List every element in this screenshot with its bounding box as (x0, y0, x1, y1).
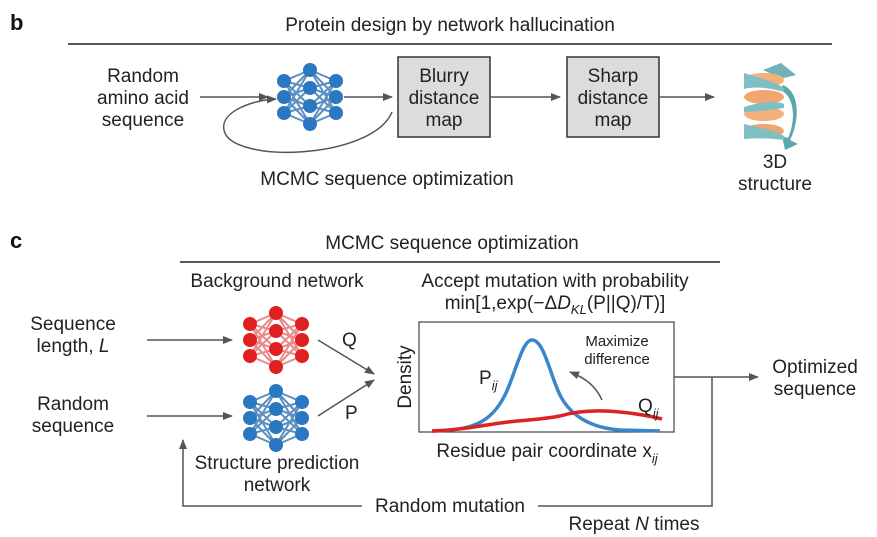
density-axis-label: Density (395, 345, 416, 409)
svg-text:Random: Random (37, 394, 109, 415)
random-mutation-label-bg (362, 494, 538, 518)
svg-text:sequence: sequence (102, 110, 184, 131)
svg-text:Sharp: Sharp (588, 66, 639, 87)
background-network-icon (243, 306, 309, 374)
panel-b-input-label: Random amino acid sequence (97, 66, 189, 131)
mcmc-loop-arrow (223, 95, 393, 154)
random-mutation-label: Random mutation (375, 496, 525, 517)
panel-b-title: Protein design by network hallucination (285, 15, 615, 36)
svg-text:structure: structure (738, 174, 812, 195)
repeat-n-times-label: Repeat N times (569, 514, 700, 535)
background-network-label: Background network (190, 271, 364, 292)
structure-prediction-network-label: Structure prediction network (195, 453, 360, 496)
svg-text:Blurry: Blurry (419, 66, 469, 87)
q-curve-label: Qij (638, 396, 660, 421)
neural-network-icon (277, 63, 343, 131)
panel-b-label: b (10, 10, 23, 35)
blurry-distance-map-box (397, 56, 491, 138)
p-curve-label: Pij (479, 368, 499, 393)
accept-mutation-label: Accept mutation with probability (421, 271, 689, 292)
panel-c-title: MCMC sequence optimization (325, 233, 578, 254)
maximize-difference-arrow (569, 371, 603, 401)
structure-network-icon (243, 384, 309, 452)
svg-text:distance: distance (578, 88, 649, 109)
sharp-distance-map-box (566, 56, 660, 138)
mcmc-loop-label: MCMC sequence optimization (260, 169, 513, 190)
svg-text:map: map (595, 110, 632, 131)
svg-text:Optimized: Optimized (772, 357, 858, 378)
svg-text:sequence: sequence (32, 416, 114, 437)
optimized-sequence-label: Optimized sequence (772, 357, 858, 400)
q-distribution-curve (431, 409, 663, 433)
blurry-distance-map-label: Blurry distance map (409, 66, 480, 131)
sequence-length-label: Sequence length, L (30, 314, 116, 357)
arrow-q (317, 339, 375, 375)
protein-structure-icon (744, 63, 798, 150)
svg-text:distance: distance (409, 88, 480, 109)
svg-text:sequence: sequence (774, 379, 856, 400)
svg-text:Random: Random (107, 66, 179, 87)
svg-text:3D: 3D (763, 152, 787, 173)
svg-text:amino acid: amino acid (97, 88, 189, 109)
sharp-distance-map-label: Sharp distance map (578, 66, 649, 131)
arrow-p (317, 379, 375, 417)
q-arrow-label: Q (342, 330, 357, 351)
random-sequence-label: Random sequence (32, 394, 114, 437)
svg-text:network: network (244, 475, 311, 496)
svg-text:map: map (426, 110, 463, 131)
acceptance-formula: min[1,exp(−ΔDKL(P||Q)/T)] (445, 293, 666, 317)
svg-text:difference: difference (584, 351, 650, 368)
svg-text:Maximize: Maximize (585, 333, 648, 350)
p-arrow-label: P (345, 403, 358, 424)
panel-c-label: c (10, 228, 22, 253)
svg-text:Structure prediction: Structure prediction (195, 453, 360, 474)
3d-structure-label: 3D structure (738, 152, 812, 195)
maximize-difference-annotation: Maximize difference (584, 333, 650, 368)
svg-text:Sequence: Sequence (30, 314, 116, 335)
svg-text:length, L: length, L (37, 336, 110, 357)
residue-pair-axis-label: Residue pair coordinate xij (436, 441, 658, 466)
